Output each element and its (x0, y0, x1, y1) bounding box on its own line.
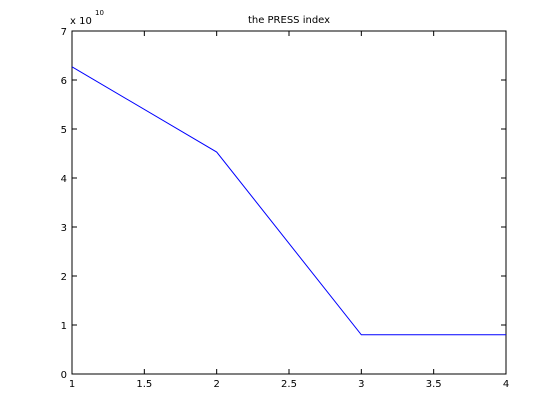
y-tick-label: 3 (61, 223, 67, 234)
y-tick-label: 1 (61, 321, 67, 332)
x-tick-label: 2.5 (281, 379, 297, 390)
series-group (71, 66, 506, 336)
x-tick-label: 3 (358, 379, 364, 390)
x-tick-label: 1 (69, 379, 75, 390)
series-line (71, 66, 506, 336)
y-scale-exponent: 10 (95, 9, 104, 17)
y-tick-label: 6 (61, 76, 67, 87)
y-tick-label: 0 (61, 370, 67, 381)
x-tick-label: 2 (213, 379, 219, 390)
x-tick-label: 4 (503, 379, 509, 390)
plot-area (71, 30, 507, 375)
chart-title: the PRESS index (248, 15, 330, 26)
x-tick-label: 3.5 (426, 379, 442, 390)
y-tick-label: 7 (61, 27, 67, 38)
y-tick-label: 2 (61, 272, 67, 283)
x-tick-label: 1.5 (136, 379, 152, 390)
y-tick-label: 5 (61, 125, 67, 136)
y-tick-label: 4 (61, 174, 67, 185)
y-scale-label: x 10 (70, 16, 92, 27)
